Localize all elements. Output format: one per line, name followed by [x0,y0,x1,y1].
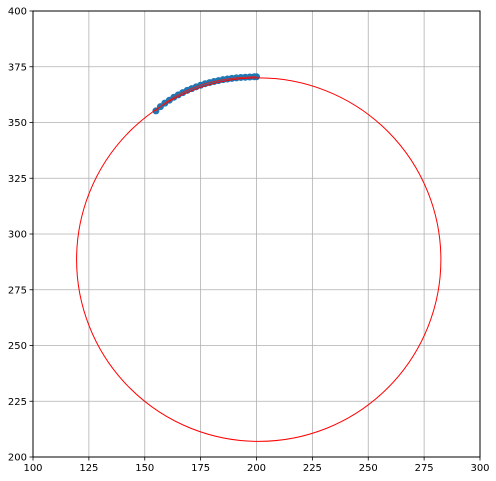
y-tick-label: 350 [8,118,27,129]
x-tick-label: 125 [79,463,98,474]
y-tick-label: 400 [8,7,27,18]
x-tick-label: 225 [303,463,322,474]
y-tick-label: 275 [8,285,27,296]
y-tick-label: 250 [8,341,27,352]
y-tick-label: 225 [8,397,27,408]
x-tick-label: 250 [359,463,378,474]
y-tick-label: 375 [8,62,27,73]
x-tick-label: 300 [470,463,489,474]
fitted-circle [76,77,442,442]
y-tick-label: 325 [8,174,27,185]
y-tick-label: 200 [8,453,27,464]
x-tick-label: 200 [247,463,266,474]
x-tick-label: 175 [191,463,210,474]
x-tick-label: 275 [415,463,434,474]
axis-ticks: 100 125 150 175 200 225 250 275 300 200 225 250 275 3… [8,7,490,475]
y-tick-label: 300 [8,230,27,241]
plot-series [76,73,442,442]
x-tick-label: 100 [23,463,42,474]
x-tick-label: 150 [135,463,154,474]
fit-trace-line [155,76,257,112]
